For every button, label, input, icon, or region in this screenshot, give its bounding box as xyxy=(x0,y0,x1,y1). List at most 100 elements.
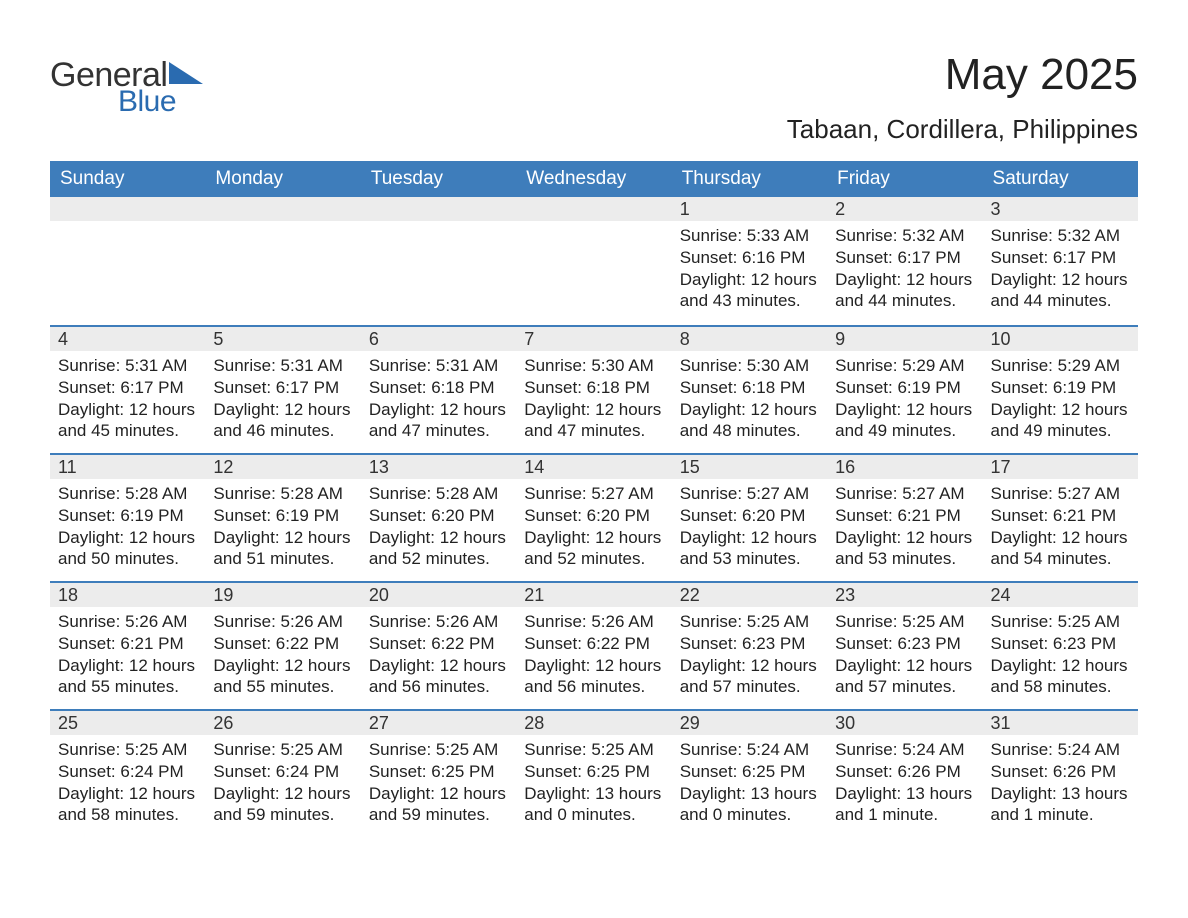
calendar-cell-line: Sunrise: 5:25 AM xyxy=(835,611,974,633)
calendar-cell-line: and 55 minutes. xyxy=(58,676,197,698)
calendar-day-number: 7 xyxy=(516,327,671,351)
calendar-cell-line: and 50 minutes. xyxy=(58,548,197,570)
page: General Blue May 2025 Tabaan, Cordillera… xyxy=(0,0,1188,867)
calendar-cell-line: Daylight: 13 hours xyxy=(524,783,663,805)
calendar-cell-line: Sunset: 6:21 PM xyxy=(58,633,197,655)
calendar-cell-line: Sunrise: 5:32 AM xyxy=(991,225,1130,247)
calendar-cell-line: Sunrise: 5:24 AM xyxy=(680,739,819,761)
calendar-cell-body: Sunrise: 5:33 AMSunset: 6:16 PMDaylight:… xyxy=(672,221,827,318)
calendar-cell-line: Sunrise: 5:33 AM xyxy=(680,225,819,247)
calendar-day-number: 13 xyxy=(361,455,516,479)
calendar-cell-line: Daylight: 13 hours xyxy=(835,783,974,805)
calendar-cell-line: Sunset: 6:26 PM xyxy=(991,761,1130,783)
calendar-cell-line: Daylight: 12 hours xyxy=(213,655,352,677)
calendar-day-number: 6 xyxy=(361,327,516,351)
calendar-cell-line: Sunset: 6:22 PM xyxy=(369,633,508,655)
calendar-day-number: 4 xyxy=(50,327,205,351)
calendar-cell-line: Daylight: 12 hours xyxy=(524,399,663,421)
calendar-cell-line: Daylight: 12 hours xyxy=(213,399,352,421)
calendar-cell-line: Daylight: 12 hours xyxy=(680,399,819,421)
calendar-day-number: 24 xyxy=(983,583,1138,607)
calendar-cell: 7Sunrise: 5:30 AMSunset: 6:18 PMDaylight… xyxy=(516,327,671,453)
calendar-week: 4Sunrise: 5:31 AMSunset: 6:17 PMDaylight… xyxy=(50,325,1138,453)
calendar-cell-line: and 59 minutes. xyxy=(369,804,508,826)
calendar-cell: 8Sunrise: 5:30 AMSunset: 6:18 PMDaylight… xyxy=(672,327,827,453)
calendar-cell: 25Sunrise: 5:25 AMSunset: 6:24 PMDayligh… xyxy=(50,711,205,837)
calendar-cell-line: Daylight: 12 hours xyxy=(991,399,1130,421)
calendar-cell-line: Daylight: 12 hours xyxy=(680,527,819,549)
calendar-cell-line: Sunrise: 5:25 AM xyxy=(524,739,663,761)
calendar-cell: 13Sunrise: 5:28 AMSunset: 6:20 PMDayligh… xyxy=(361,455,516,581)
calendar-day-number: 27 xyxy=(361,711,516,735)
calendar-cell-line: Daylight: 12 hours xyxy=(58,783,197,805)
calendar-cell-line: Sunset: 6:19 PM xyxy=(835,377,974,399)
calendar-day-number: 10 xyxy=(983,327,1138,351)
calendar-cell-line: Sunrise: 5:31 AM xyxy=(369,355,508,377)
calendar-cell-line: and 56 minutes. xyxy=(524,676,663,698)
calendar-cell-line: Sunset: 6:23 PM xyxy=(835,633,974,655)
calendar-cell: 11Sunrise: 5:28 AMSunset: 6:19 PMDayligh… xyxy=(50,455,205,581)
logo-text-blue: Blue xyxy=(118,85,176,119)
calendar-day-number: 19 xyxy=(205,583,360,607)
calendar-cell-line: and 43 minutes. xyxy=(680,290,819,312)
calendar-cell-line: Daylight: 12 hours xyxy=(680,269,819,291)
calendar-cell-line: Sunrise: 5:28 AM xyxy=(369,483,508,505)
calendar-cell-line: Sunset: 6:17 PM xyxy=(213,377,352,399)
calendar-day-number: 17 xyxy=(983,455,1138,479)
header: General Blue May 2025 Tabaan, Cordillera… xyxy=(50,40,1138,145)
calendar-cell-line: Daylight: 12 hours xyxy=(680,655,819,677)
calendar-cell-line: and 44 minutes. xyxy=(835,290,974,312)
calendar-cell-line: and 45 minutes. xyxy=(58,420,197,442)
calendar-cell-line: and 47 minutes. xyxy=(369,420,508,442)
calendar-cell-body: Sunrise: 5:27 AMSunset: 6:20 PMDaylight:… xyxy=(516,479,671,576)
calendar-cell: 3Sunrise: 5:32 AMSunset: 6:17 PMDaylight… xyxy=(983,197,1138,325)
calendar-day-number: 2 xyxy=(827,197,982,221)
calendar-cell-line: Sunset: 6:20 PM xyxy=(680,505,819,527)
calendar-cell-line: and 55 minutes. xyxy=(213,676,352,698)
calendar-day-number: 29 xyxy=(672,711,827,735)
calendar-cell-body: Sunrise: 5:26 AMSunset: 6:21 PMDaylight:… xyxy=(50,607,205,704)
calendar-day-number: 30 xyxy=(827,711,982,735)
calendar-week: 25Sunrise: 5:25 AMSunset: 6:24 PMDayligh… xyxy=(50,709,1138,837)
calendar-cell-line: and 57 minutes. xyxy=(680,676,819,698)
calendar-cell-line: Sunset: 6:18 PM xyxy=(369,377,508,399)
calendar-cell-body: Sunrise: 5:25 AMSunset: 6:23 PMDaylight:… xyxy=(672,607,827,704)
calendar-cell-body: Sunrise: 5:27 AMSunset: 6:21 PMDaylight:… xyxy=(827,479,982,576)
calendar-cell-line: Sunrise: 5:26 AM xyxy=(213,611,352,633)
calendar-cell-body xyxy=(50,221,205,231)
calendar-cell-line: Sunrise: 5:25 AM xyxy=(213,739,352,761)
calendar-day-number: 26 xyxy=(205,711,360,735)
calendar-cell-line: and 51 minutes. xyxy=(213,548,352,570)
calendar-cell-line: Sunrise: 5:25 AM xyxy=(991,611,1130,633)
calendar-day-number: 5 xyxy=(205,327,360,351)
calendar-cell-line: Sunset: 6:26 PM xyxy=(835,761,974,783)
calendar-cell-body: Sunrise: 5:24 AMSunset: 6:26 PMDaylight:… xyxy=(983,735,1138,832)
calendar-cell-line: Daylight: 12 hours xyxy=(991,527,1130,549)
calendar-cell-line: Sunrise: 5:25 AM xyxy=(369,739,508,761)
calendar-day-number xyxy=(205,197,360,221)
calendar-cell: 5Sunrise: 5:31 AMSunset: 6:17 PMDaylight… xyxy=(205,327,360,453)
calendar-cell-line: Sunrise: 5:27 AM xyxy=(835,483,974,505)
calendar-day-number: 16 xyxy=(827,455,982,479)
calendar-cell-body: Sunrise: 5:28 AMSunset: 6:19 PMDaylight:… xyxy=(50,479,205,576)
calendar-cell-line: and 0 minutes. xyxy=(524,804,663,826)
calendar-cell: 6Sunrise: 5:31 AMSunset: 6:18 PMDaylight… xyxy=(361,327,516,453)
calendar-cell-line: Daylight: 12 hours xyxy=(524,655,663,677)
calendar-cell-line: and 53 minutes. xyxy=(680,548,819,570)
calendar-cell-line: Sunrise: 5:26 AM xyxy=(58,611,197,633)
calendar-cell-line: Sunset: 6:23 PM xyxy=(991,633,1130,655)
calendar-cell-line: Daylight: 12 hours xyxy=(58,527,197,549)
calendar-cell-line: Sunrise: 5:26 AM xyxy=(369,611,508,633)
calendar-cell-body xyxy=(361,221,516,231)
calendar-cell-body: Sunrise: 5:25 AMSunset: 6:24 PMDaylight:… xyxy=(50,735,205,832)
calendar-header-cell: Sunday xyxy=(50,161,205,197)
calendar-cell-line: Sunset: 6:17 PM xyxy=(58,377,197,399)
calendar-cell: 14Sunrise: 5:27 AMSunset: 6:20 PMDayligh… xyxy=(516,455,671,581)
calendar-cell-line: and 1 minute. xyxy=(991,804,1130,826)
calendar-cell-body: Sunrise: 5:27 AMSunset: 6:21 PMDaylight:… xyxy=(983,479,1138,576)
calendar-day-number: 18 xyxy=(50,583,205,607)
calendar-cell-line: Sunrise: 5:25 AM xyxy=(680,611,819,633)
calendar-day-number: 14 xyxy=(516,455,671,479)
calendar-header-cell: Monday xyxy=(205,161,360,197)
calendar-cell xyxy=(50,197,205,325)
